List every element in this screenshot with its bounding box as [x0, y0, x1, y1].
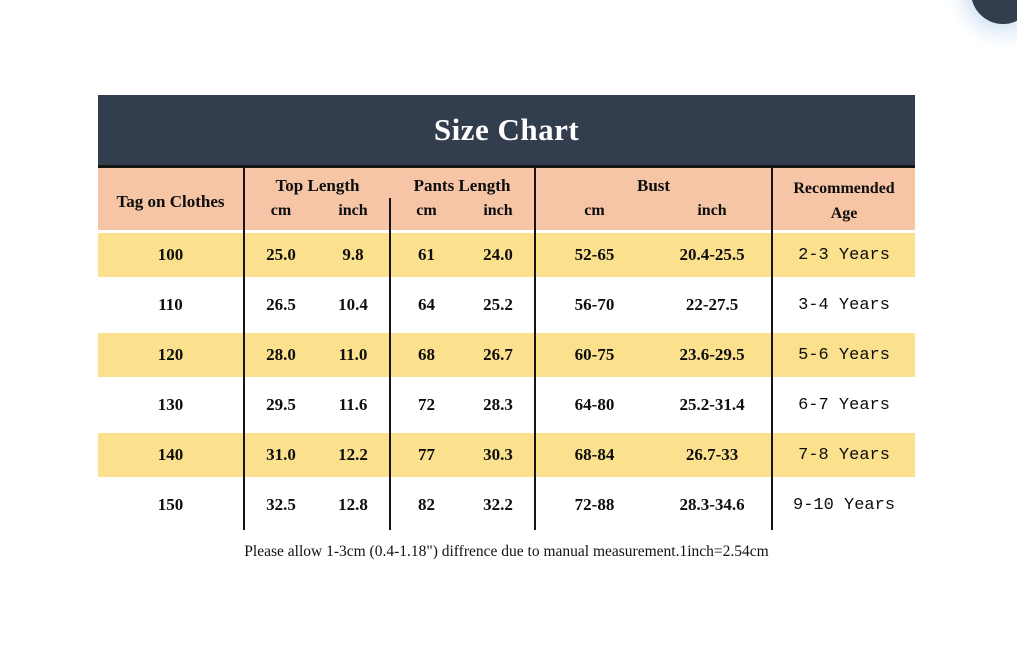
header-units-row: cm inch cm inch cm inch	[98, 198, 915, 230]
unit-top-inch: inch	[317, 198, 390, 230]
header-tag-on-clothes: Tag on Clothes	[98, 168, 245, 230]
cell-bust-cm: 52-65	[534, 230, 654, 280]
cell-tag: 140	[98, 430, 245, 480]
cell-pants-inch: 26.7	[462, 330, 536, 380]
cell-top-cm: 32.5	[266, 495, 296, 514]
cell-pants-cm: 82	[389, 480, 462, 530]
cell-pants-inch: 32.2	[483, 495, 513, 514]
header-top-length: Top Length	[244, 168, 390, 198]
table-row-120: 120 28.0 11.0 68 26.7 60-75 23.6-29.5 5-…	[98, 330, 916, 380]
cell-top-inch: 10.4	[338, 295, 368, 314]
cell-bust-inch: 22-27.5	[685, 295, 739, 314]
size-chart: Size Chart Tag on Clothes Top Length Pan…	[98, 95, 916, 561]
unit-pants-cm: cm	[389, 198, 462, 230]
cell-tag: 130	[98, 380, 245, 430]
cell-top-inch: 11.6	[338, 395, 368, 414]
cell-top-cm: 26.5	[266, 295, 296, 314]
measurement-note: Please allow 1-3cm (0.4-1.18") diffrence…	[244, 543, 769, 560]
header-recommended-age-line1: Recommended	[793, 180, 895, 198]
header-pants-length: Pants Length	[390, 168, 536, 198]
chart-title-bar: Size Chart	[98, 95, 915, 168]
header-recommended-age: Recommended Age	[771, 168, 916, 230]
cell-top-inch: 9.8	[317, 230, 390, 280]
cell-pants-cm: 77	[389, 430, 462, 480]
cell-age: 2-3 Years	[771, 230, 916, 280]
cell-tag: 150	[98, 480, 245, 530]
cell-pants-inch: 24.0	[462, 230, 536, 280]
cell-age: 3-4 Years	[771, 280, 916, 330]
cell-top-inch: 11.0	[317, 330, 390, 380]
cell-age: 9-10 Years	[771, 480, 916, 530]
cell-top-inch: 12.2	[317, 430, 390, 480]
cell-top-inch: 12.8	[338, 495, 368, 514]
cell-age: 5-6 Years	[771, 330, 916, 380]
table-row-140: 140 31.0 12.2 77 30.3 68-84 26.7-33 7-8 …	[98, 430, 916, 480]
cell-bust-inch: 26.7-33	[653, 430, 773, 480]
cell-bust-inch: 23.6-29.5	[653, 330, 773, 380]
cell-bust-cm: 60-75	[534, 330, 654, 380]
cell-pants-cm: 72	[389, 380, 462, 430]
unit-bust-cm: cm	[534, 198, 654, 230]
cell-pants-cm: 68	[389, 330, 462, 380]
header-group-row: Tag on Clothes Top Length Pants Length B…	[98, 168, 916, 230]
cell-top-cm: 25.0	[244, 230, 317, 280]
unit-bust-inch: inch	[653, 198, 773, 230]
cell-bust-inch: 20.4-25.5	[653, 230, 773, 280]
unit-top-cm: cm	[244, 198, 317, 230]
header-bust: Bust	[534, 168, 773, 198]
cell-pants-inch: 30.3	[462, 430, 536, 480]
cell-pants-inch: 25.2	[483, 295, 513, 314]
table-row-130: 130 29.5 11.6 72 28.3 64-80 25.2-31.4 6-…	[98, 380, 916, 430]
cell-pants-cm: 61	[389, 230, 462, 280]
table-row-100: 100 25.0 9.8 61 24.0 52-65 20.4-25.5 2-3…	[98, 230, 916, 280]
cell-top-cm: 28.0	[244, 330, 317, 380]
cell-pants-inch: 28.3	[483, 395, 513, 414]
cell-tag: 110	[98, 280, 245, 330]
cell-age: 6-7 Years	[771, 380, 916, 430]
corner-decoration-circle	[971, 0, 1017, 24]
unit-pants-inch: inch	[462, 198, 536, 230]
cell-tag: 120	[98, 330, 245, 380]
header-recommended-age-line2: Age	[830, 205, 858, 222]
table-row-150: 150 32.5 12.8 82 32.2 72-88 28.3-34.6 9-…	[98, 480, 916, 530]
cell-top-cm: 29.5	[266, 395, 296, 414]
cell-bust-cm: 68-84	[534, 430, 654, 480]
cell-bust-inch: 25.2-31.4	[679, 395, 745, 414]
cell-bust-cm: 64-80	[534, 380, 654, 430]
cell-top-cm: 31.0	[244, 430, 317, 480]
table-row-110: 110 26.5 10.4 64 25.2 56-70 22-27.5 3-4 …	[98, 280, 916, 330]
cell-bust-inch: 28.3-34.6	[679, 495, 745, 514]
size-table: Tag on Clothes Top Length Pants Length B…	[98, 168, 916, 530]
cell-age: 7-8 Years	[771, 430, 916, 480]
cell-tag: 100	[98, 230, 245, 280]
cell-bust-cm: 56-70	[534, 280, 654, 330]
cell-bust-cm: 72-88	[534, 480, 654, 530]
cell-pants-cm: 64	[389, 280, 462, 330]
chart-title: Size Chart	[433, 112, 580, 147]
